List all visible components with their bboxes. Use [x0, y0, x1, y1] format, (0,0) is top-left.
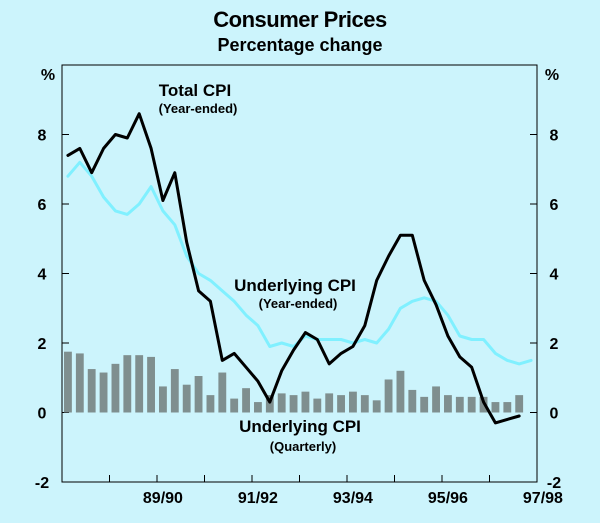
quarterly-bar — [242, 388, 250, 413]
x-tick-label: 89/90 — [143, 490, 183, 507]
right-axis-unit: % — [545, 67, 559, 84]
left-tick-label: 8 — [38, 128, 47, 145]
series-lines — [66, 112, 533, 425]
quarterly-bar — [408, 389, 417, 413]
quarterly-bar — [87, 369, 96, 413]
quarterly-bar — [455, 396, 464, 413]
left-tick-label: -2 — [35, 475, 49, 492]
x-tick-label: 91/92 — [238, 490, 278, 507]
chart-subtitle: Percentage change — [217, 35, 382, 55]
quarterly-bar — [420, 396, 429, 413]
quarterly-bar — [75, 353, 84, 413]
quarterly-bar — [384, 379, 393, 413]
quarterly-bar — [123, 355, 132, 413]
total-cpi-sublabel: (Year-ended) — [159, 101, 238, 116]
underlying-cpi-ye-label: Underlying CPI — [234, 276, 356, 295]
quarterly-bar — [99, 372, 108, 413]
x-ticks: 89/90 91/92 93/94 95/96 97/98 — [109, 475, 563, 507]
quarterly-bar — [301, 391, 310, 413]
quarterly-bar — [182, 384, 191, 413]
right-tick-label: 0 — [550, 406, 559, 423]
quarterly-bar — [218, 372, 227, 413]
quarterly-bar — [503, 402, 512, 413]
quarterly-bar — [396, 370, 405, 413]
underlying-cpi-ye-sublabel: (Year-ended) — [259, 296, 338, 311]
quarterly-bar — [467, 396, 476, 413]
chart-title: Consumer Prices — [213, 7, 387, 32]
quarterly-bar — [432, 386, 440, 413]
underlying-cpi-q-sublabel: (Quarterly) — [270, 439, 336, 454]
left-tick-label: 4 — [38, 267, 47, 284]
left-y-ticks: -2 0 2 4 6 8 — [35, 128, 69, 492]
quarterly-bar — [230, 398, 239, 413]
left-tick-label: 2 — [38, 336, 47, 353]
quarterly-bars — [64, 351, 524, 413]
x-tick-label: 97/98 — [523, 490, 563, 507]
right-tick-label: 8 — [550, 128, 559, 145]
quarterly-bar — [349, 391, 357, 413]
quarterly-bar — [111, 363, 120, 413]
quarterly-bar — [372, 400, 381, 413]
total-cpi-line — [66, 112, 521, 425]
right-tick-label: 2 — [550, 336, 559, 353]
quarterly-bar — [337, 395, 345, 413]
quarterly-bar — [313, 398, 322, 413]
quarterly-bar — [265, 395, 274, 413]
quarterly-bar — [289, 395, 298, 413]
underlying-cpi-year-ended-line — [66, 160, 533, 366]
right-tick-label: 6 — [550, 197, 559, 214]
quarterly-bar — [325, 393, 334, 413]
quarterly-bar — [491, 402, 500, 413]
quarterly-bar — [135, 355, 144, 413]
quarterly-bar — [147, 356, 155, 413]
x-tick-label: 95/96 — [428, 490, 468, 507]
x-tick-label: 93/94 — [333, 490, 373, 507]
quarterly-bar — [444, 395, 452, 413]
quarterly-bar — [515, 395, 524, 413]
quarterly-bar — [194, 376, 203, 413]
quarterly-bar — [254, 402, 262, 413]
quarterly-bar — [159, 386, 167, 413]
right-tick-label: -2 — [547, 475, 561, 492]
quarterly-bar — [64, 351, 72, 413]
right-tick-label: 4 — [550, 267, 559, 284]
quarterly-bar — [170, 369, 179, 413]
left-axis-unit: % — [41, 67, 55, 84]
left-tick-label: 0 — [38, 406, 47, 423]
underlying-cpi-q-label: Underlying CPI — [239, 417, 361, 436]
right-y-ticks: -2 0 2 4 6 8 — [530, 128, 561, 492]
quarterly-bar — [206, 395, 215, 413]
total-cpi-label: Total CPI — [159, 81, 231, 100]
left-tick-label: 6 — [38, 197, 47, 214]
quarterly-bar — [360, 395, 369, 413]
quarterly-bar — [277, 393, 286, 413]
